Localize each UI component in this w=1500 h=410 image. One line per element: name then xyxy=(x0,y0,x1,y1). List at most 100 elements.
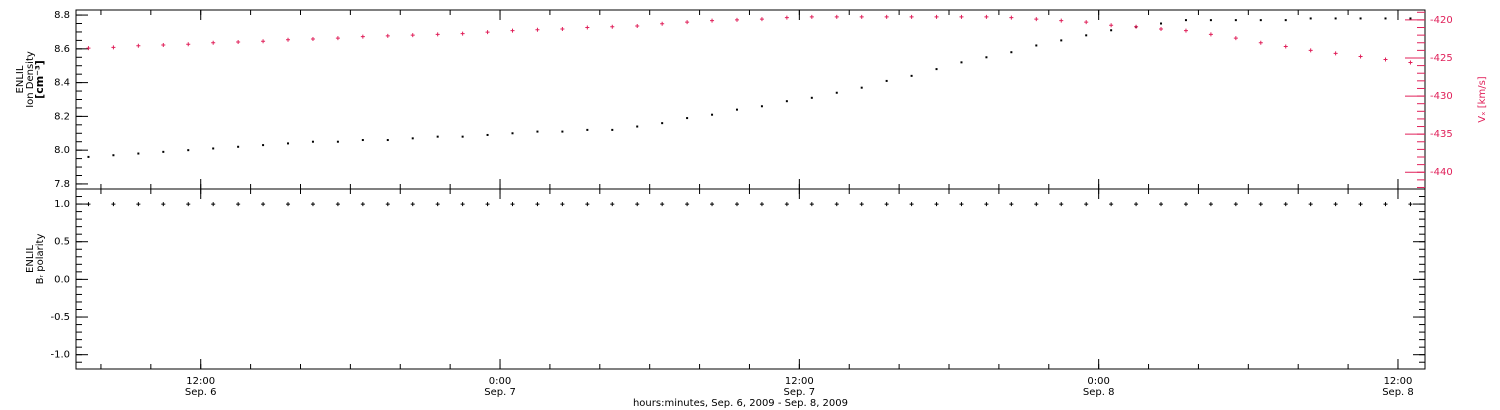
data-point xyxy=(360,202,365,207)
data-point xyxy=(809,202,814,207)
data-point xyxy=(610,24,615,29)
data-point xyxy=(1034,17,1039,22)
data-point xyxy=(910,74,913,77)
data-point xyxy=(1110,29,1113,32)
data-point xyxy=(1258,202,1263,207)
data-point xyxy=(884,14,889,19)
data-point xyxy=(1109,202,1114,207)
data-point xyxy=(136,43,141,48)
data-point xyxy=(636,125,639,128)
data-point xyxy=(1134,202,1139,207)
data-point xyxy=(310,202,315,207)
data-point xyxy=(760,105,763,108)
data-point xyxy=(186,202,191,207)
y-tick-label: 0.5 xyxy=(54,237,70,248)
data-point xyxy=(1010,51,1013,54)
data-point xyxy=(335,36,340,41)
data-point xyxy=(759,202,764,207)
data-point xyxy=(237,145,240,148)
data-point xyxy=(610,202,615,207)
data-point xyxy=(536,130,539,133)
data-point xyxy=(460,202,465,207)
data-point xyxy=(187,149,190,152)
data-point xyxy=(1160,22,1163,25)
y2-axis-label: Vₓ [km/s] xyxy=(1477,76,1488,122)
data-point xyxy=(860,86,863,89)
data-point xyxy=(859,202,864,207)
data-point xyxy=(86,46,91,51)
data-point xyxy=(1408,60,1413,65)
y-tick-label: 8.6 xyxy=(54,44,70,55)
data-point xyxy=(1359,17,1362,20)
x-tick-label: 12:00 xyxy=(1384,376,1413,387)
data-point xyxy=(660,21,665,26)
data-point xyxy=(262,144,265,147)
data-point xyxy=(287,142,290,145)
data-point xyxy=(1159,202,1164,207)
data-point xyxy=(785,100,788,103)
data-point xyxy=(784,202,789,207)
data-point xyxy=(460,31,465,36)
y-tick-label: 8.8 xyxy=(54,10,70,21)
data-point xyxy=(136,202,141,207)
data-point xyxy=(186,42,191,47)
data-point xyxy=(686,117,689,120)
data-point xyxy=(1283,202,1288,207)
x-tick-label: 12:00 xyxy=(785,376,814,387)
data-point xyxy=(1333,51,1338,56)
data-point xyxy=(560,27,565,32)
x-tick-date-label: Sep. 7 xyxy=(784,387,816,398)
data-point xyxy=(435,32,440,37)
data-point xyxy=(436,135,439,138)
data-point xyxy=(1085,34,1088,37)
data-point xyxy=(1333,202,1338,207)
y-axis-label: ENLIL xyxy=(25,245,36,273)
data-point xyxy=(1309,17,1312,20)
data-point xyxy=(486,133,489,136)
data-point xyxy=(909,202,914,207)
data-point xyxy=(535,27,540,32)
data-point xyxy=(112,154,115,157)
data-point xyxy=(611,128,614,131)
data-point xyxy=(386,139,389,142)
data-point xyxy=(1183,28,1188,33)
y2-tick-label: -435 xyxy=(1430,129,1453,140)
data-point xyxy=(834,14,839,19)
data-point xyxy=(884,202,889,207)
data-point xyxy=(511,132,514,135)
data-point xyxy=(561,130,564,133)
data-point xyxy=(1233,36,1238,41)
data-point xyxy=(1060,39,1063,42)
data-point xyxy=(336,140,339,143)
data-point xyxy=(835,91,838,94)
data-point xyxy=(361,139,364,142)
data-point xyxy=(261,39,266,44)
data-point xyxy=(510,28,515,33)
data-point xyxy=(734,202,739,207)
data-point xyxy=(86,202,91,207)
data-point xyxy=(261,202,266,207)
data-point xyxy=(934,14,939,19)
y-tick-label: 8.2 xyxy=(54,111,70,122)
data-point xyxy=(1283,44,1288,49)
y2-tick-label: -430 xyxy=(1430,91,1453,102)
data-point xyxy=(759,17,764,22)
data-point xyxy=(211,202,216,207)
data-point xyxy=(410,202,415,207)
data-point xyxy=(1334,17,1337,20)
data-point xyxy=(1258,40,1263,45)
y-tick-label: 8.0 xyxy=(54,145,70,156)
y-axis-label: [cm⁻³] xyxy=(33,60,46,99)
y-tick-label: -1.0 xyxy=(50,350,70,361)
data-point xyxy=(535,202,540,207)
x-tick-date-label: Sep. 7 xyxy=(484,387,516,398)
data-point xyxy=(1159,27,1164,32)
y-axis-label: Bᵣ polarity xyxy=(35,234,46,285)
y2-tick-label: -440 xyxy=(1430,167,1453,178)
data-point xyxy=(710,202,715,207)
data-point xyxy=(1035,44,1038,47)
data-point xyxy=(1208,202,1213,207)
data-point xyxy=(236,202,241,207)
data-point xyxy=(935,68,938,71)
